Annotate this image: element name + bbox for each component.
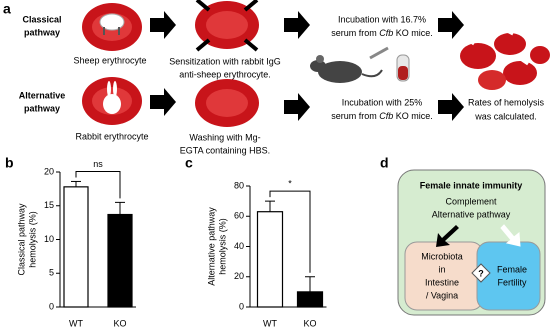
y-tick-label: 5 (49, 268, 54, 278)
box-text: Microbiota (421, 251, 463, 261)
row-name: pathway (24, 103, 60, 113)
step-text: serum from Cfb KO mice. (331, 111, 433, 121)
step-text: Rates of hemolysis (468, 97, 545, 107)
sensitized-erythrocyte-icon (195, 0, 259, 52)
y-tick-label: 40 (234, 241, 244, 251)
panel-label: a (3, 1, 11, 17)
flow-arrow (150, 11, 176, 39)
significance-bracket (269, 190, 311, 273)
y-tick-label: 10 (44, 234, 54, 244)
y-axis-title: hemolysis (%) (217, 218, 227, 275)
significance-label: ns (93, 159, 103, 169)
y-tick-label: 80 (234, 180, 244, 190)
question-diamond (471, 263, 491, 283)
x-tick-label: KO (303, 318, 316, 328)
box-text: in (438, 264, 445, 274)
significance-label: * (288, 179, 292, 189)
step-text: Incubation with 16.7% (338, 14, 426, 24)
bar (296, 291, 324, 308)
y-tick-label: 20 (234, 271, 244, 281)
y-tick-label: 15 (44, 200, 54, 210)
syringe-icon (369, 46, 389, 60)
step-text: was calculated. (474, 111, 537, 121)
bar (63, 186, 89, 308)
row-name: pathway (24, 27, 60, 37)
panel-label: d (380, 155, 389, 171)
box-text: Female (497, 264, 527, 274)
flow-arrow (438, 93, 464, 121)
step-text: serum from Cfb KO mice. (331, 28, 433, 38)
step-text: anti-sheep erythrocyte. (179, 69, 271, 79)
row-name: Classical (22, 14, 61, 24)
y-tick-label: 0 (49, 301, 54, 311)
box-text: Alternative pathway (432, 209, 511, 219)
flow-arrow (438, 11, 464, 39)
text-part: serum from (331, 111, 379, 121)
gene-name: Cfb (379, 28, 393, 38)
y-tick-label: 20 (44, 166, 54, 176)
y-tick-label: 0 (239, 301, 244, 311)
panel-label: c (185, 155, 193, 171)
x-tick-label: KO (113, 318, 126, 328)
box-text: Intestine (425, 277, 459, 287)
hemolysis-icon (460, 28, 550, 90)
text-part: KO mice. (393, 28, 433, 38)
washed-erythrocyte-icon (195, 79, 259, 127)
text-part: KO mice. (393, 111, 433, 121)
tube-icon (396, 54, 410, 82)
box-text: / Vagina (426, 290, 458, 300)
step-text: EGTA containing HBS. (180, 145, 270, 155)
question-mark: ? (478, 268, 484, 278)
y-tick-label: 60 (234, 211, 244, 221)
flow-arrow (284, 11, 310, 39)
mouse-icon (310, 55, 383, 83)
x-tick-label: WT (263, 318, 277, 328)
step-text: Sheep erythrocyte (73, 55, 146, 65)
rabbit-erythrocyte-icon (82, 77, 142, 125)
text-part: serum from (331, 28, 379, 38)
flow-arrow (150, 88, 176, 116)
step-text: Rabbit erythrocyte (75, 131, 148, 141)
sheep-erythrocyte-icon (82, 3, 142, 51)
box-text: Complement (445, 196, 497, 206)
bar (107, 213, 133, 308)
box-text: Fertility (498, 277, 527, 287)
box-title: Female innate immunity (420, 180, 523, 190)
y-axis-title: Classical pathway (16, 203, 26, 276)
gene-name: Cfb (379, 111, 393, 121)
step-text: Washing with Mg- (189, 132, 260, 142)
y-axis-title: Alternative pathway (206, 207, 216, 286)
row-name: Alternative (19, 90, 66, 100)
significance-bracket (75, 170, 121, 199)
step-text: Incubation with 25% (342, 97, 423, 107)
panel-label: b (5, 155, 14, 171)
bar (256, 211, 284, 308)
x-tick-label: WT (69, 318, 83, 328)
step-text: Sensitization with rabbit IgG (169, 56, 281, 66)
arrow (500, 224, 521, 247)
flow-arrow (284, 93, 310, 121)
y-axis-title: hemolysis (%) (27, 211, 37, 268)
arrow (436, 225, 459, 247)
